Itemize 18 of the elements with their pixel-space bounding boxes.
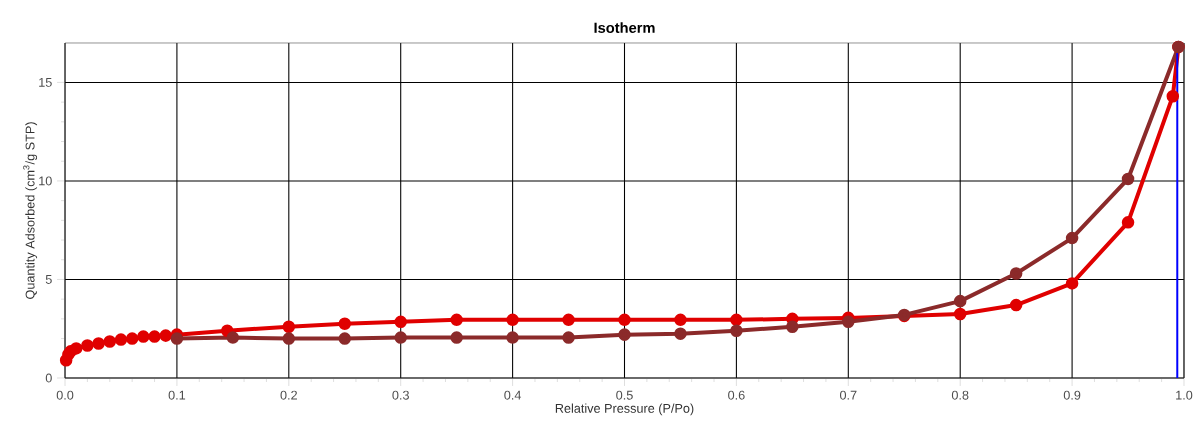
x-tick-label: 0.6 — [728, 390, 745, 400]
y-tick-label: 0 — [45, 373, 52, 383]
x-tick-label: 0.8 — [951, 390, 969, 400]
chart-title: Isotherm — [594, 22, 655, 33]
x-tick-label: 0.3 — [392, 390, 409, 400]
x-tick-label: 1.0 — [1176, 390, 1193, 400]
y-axis-title: Quantity Adsorbed (cm$^{3}$/g STP) — [23, 122, 38, 299]
x-tick-label: 0.4 — [504, 390, 522, 400]
y-tick-label: 5 — [45, 275, 52, 284]
x-tick-label: 0.0 — [56, 390, 74, 400]
y-tick-label: 15 — [39, 77, 52, 87]
y-tick-label: 10 — [39, 176, 52, 186]
x-tick-label: 0.2 — [280, 390, 297, 400]
x-tick-label: 0.5 — [616, 390, 633, 400]
x-tick-label: 0.9 — [1063, 390, 1081, 400]
x-tick-label: 0.7 — [839, 390, 857, 400]
x-axis-title: Relative Pressure (P/Po) — [555, 403, 694, 416]
x-tick-label: 0.1 — [168, 390, 186, 400]
